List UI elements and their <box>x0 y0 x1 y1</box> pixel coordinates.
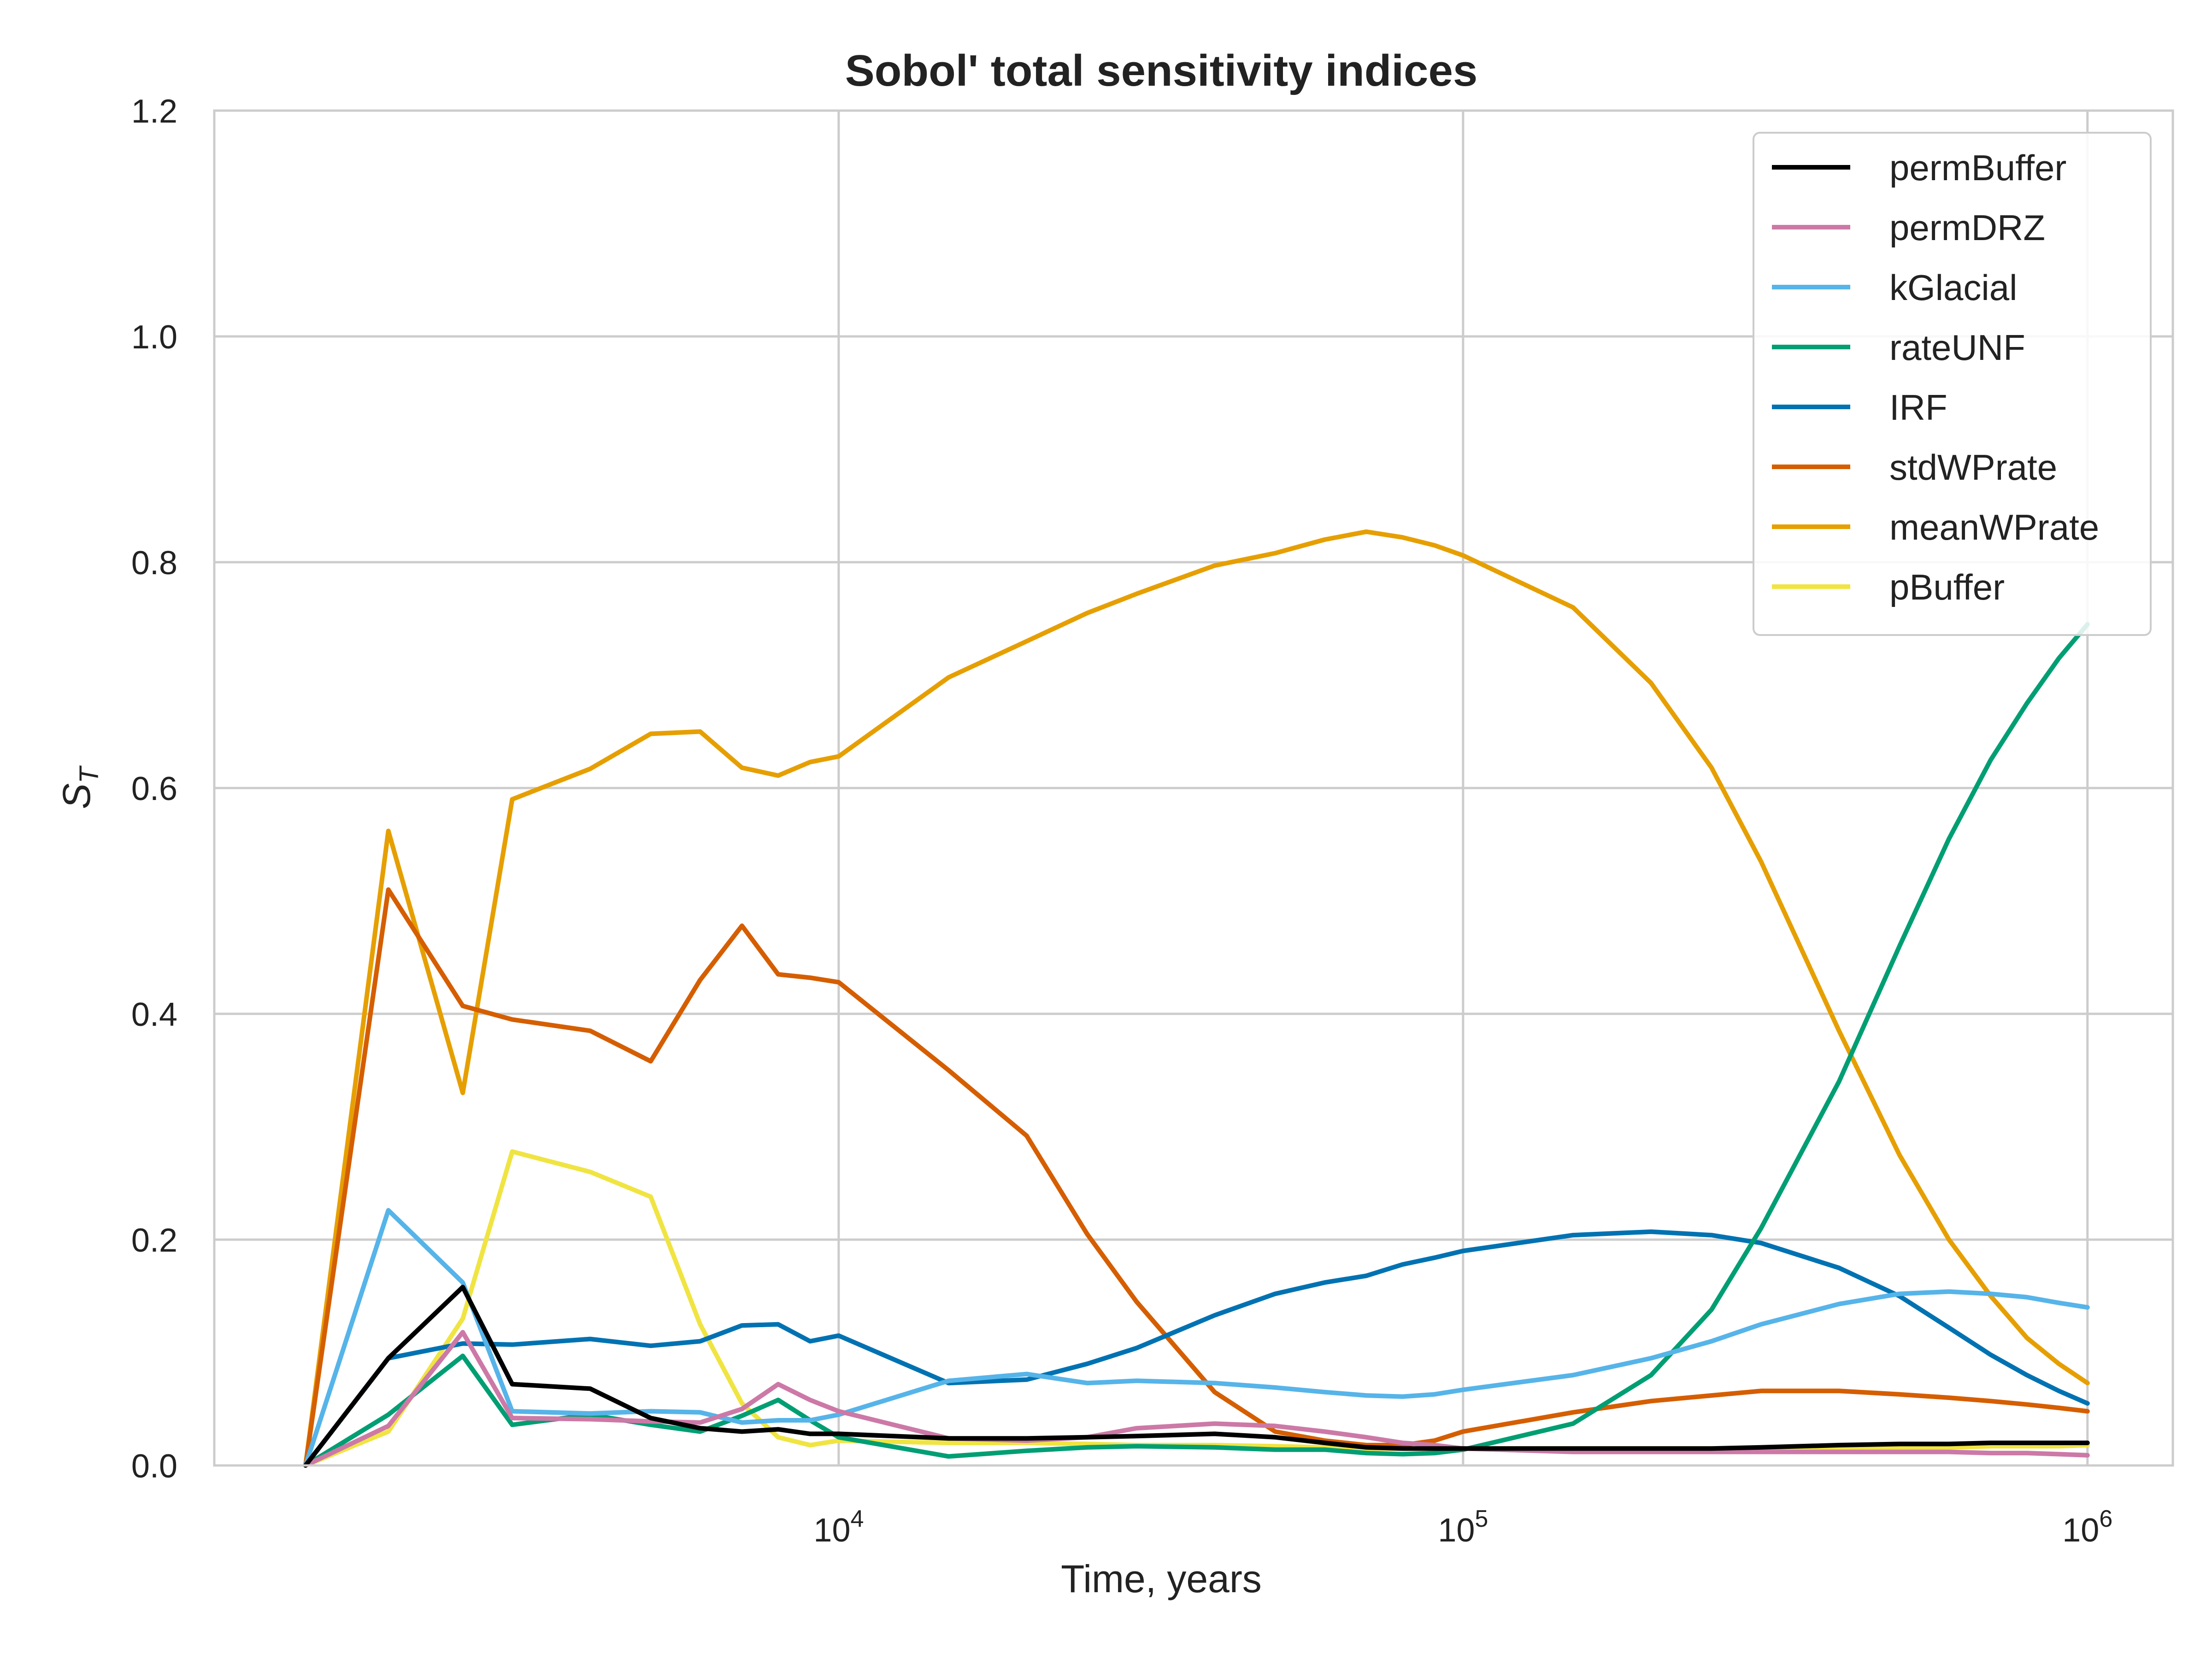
legend-label-stdWPrate: stdWPrate <box>1889 447 2057 488</box>
legend-label-permBuffer: permBuffer <box>1889 147 2066 188</box>
x-tick-exponent-2: 6 <box>2099 1506 2112 1532</box>
x-tick-base-2: 10 <box>2062 1512 2099 1549</box>
x-tick-label-0: 104 <box>813 1506 864 1549</box>
legend-label-permDRZ: permDRZ <box>1889 207 2045 248</box>
legend-label-kGlacial: kGlacial <box>1889 267 2017 308</box>
legend-label-meanWPrate: meanWPrate <box>1889 507 2099 547</box>
chart-title: Sobol' total sensitivity indices <box>845 46 1477 95</box>
legend-box <box>1753 132 2152 636</box>
x-tick-labels: 104 105 106 <box>813 1506 2112 1549</box>
y-tick-label-5: 1.0 <box>131 319 177 356</box>
series-layer <box>303 529 2090 1468</box>
y-tick-label-6: 1.2 <box>131 93 177 130</box>
series-line-kGlacial <box>303 1208 2090 1468</box>
x-tick-label-1: 105 <box>1438 1506 1488 1549</box>
y-tick-label-0: 0.0 <box>131 1448 177 1485</box>
x-axis-label: Time, years <box>1061 1557 1262 1600</box>
legend-label-IRF: IRF <box>1889 387 1947 428</box>
y-tick-label-1: 0.2 <box>131 1222 177 1259</box>
legend-label-pBuffer: pBuffer <box>1889 567 2005 607</box>
series-line-rateUNF <box>303 622 2090 1468</box>
series-line-IRF <box>303 1229 2090 1468</box>
series-line-permBuffer <box>303 1284 2090 1468</box>
plot-frame <box>213 109 2174 1467</box>
y-tick-label-2: 0.4 <box>131 996 177 1033</box>
x-tick-exponent-1: 5 <box>1475 1506 1488 1532</box>
series-line-pBuffer <box>303 1149 2090 1468</box>
y-axis-label-main: S <box>55 783 98 809</box>
x-tick-exponent-0: 4 <box>851 1506 864 1532</box>
series-line-stdWPrate <box>303 887 2090 1468</box>
x-tick-base-1: 10 <box>1438 1512 1475 1549</box>
series-line-meanWPrate <box>303 529 2090 1468</box>
y-tick-labels: 0.0 0.2 0.4 0.6 0.8 1.0 1.2 <box>131 93 177 1485</box>
y-axis-label-subscript: T <box>74 765 104 783</box>
y-tick-label-4: 0.8 <box>131 545 177 582</box>
y-tick-label-3: 0.6 <box>131 771 177 807</box>
legend-label-rateUNF: rateUNF <box>1889 327 2025 368</box>
x-tick-base-0: 10 <box>813 1512 850 1549</box>
legend: permBuffer permDRZ kGlacial rateUNF IRF stdWP… <box>1753 132 2152 636</box>
y-axis-label: ST <box>55 765 104 809</box>
x-tick-label-2: 106 <box>2062 1506 2112 1549</box>
